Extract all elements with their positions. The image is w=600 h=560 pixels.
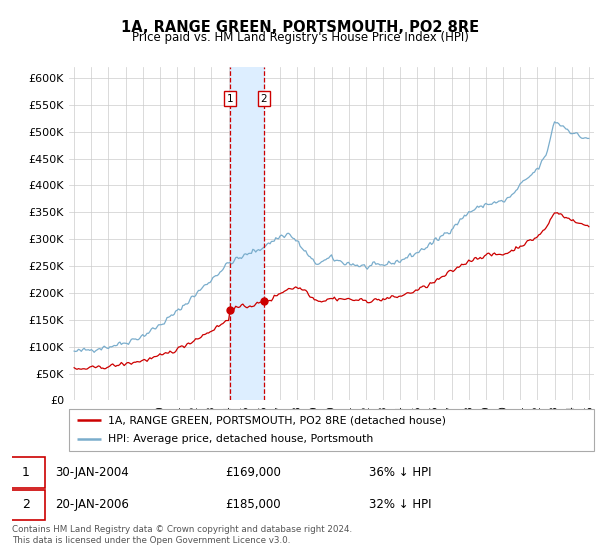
Text: 1: 1: [22, 466, 30, 479]
Bar: [230, 67, 264, 400]
FancyBboxPatch shape: [69, 409, 594, 451]
Text: 1A, RANGE GREEN, PORTSMOUTH, PO2 8RE: 1A, RANGE GREEN, PORTSMOUTH, PO2 8RE: [121, 20, 479, 35]
Text: 1A, RANGE GREEN, PORTSMOUTH, PO2 8RE (detached house): 1A, RANGE GREEN, PORTSMOUTH, PO2 8RE (de…: [109, 415, 446, 425]
Text: 1: 1: [227, 94, 233, 104]
Text: 20-JAN-2006: 20-JAN-2006: [55, 498, 129, 511]
FancyBboxPatch shape: [6, 489, 46, 520]
Text: £169,000: £169,000: [225, 466, 281, 479]
Text: 32% ↓ HPI: 32% ↓ HPI: [369, 498, 431, 511]
Text: 2: 2: [22, 498, 30, 511]
Text: Price paid vs. HM Land Registry's House Price Index (HPI): Price paid vs. HM Land Registry's House …: [131, 31, 469, 44]
Text: £185,000: £185,000: [225, 498, 281, 511]
Text: 36% ↓ HPI: 36% ↓ HPI: [369, 466, 431, 479]
Text: Contains HM Land Registry data © Crown copyright and database right 2024.
This d: Contains HM Land Registry data © Crown c…: [12, 525, 352, 545]
Text: 2: 2: [260, 94, 267, 104]
Text: 30-JAN-2004: 30-JAN-2004: [55, 466, 129, 479]
FancyBboxPatch shape: [6, 458, 46, 488]
Text: HPI: Average price, detached house, Portsmouth: HPI: Average price, detached house, Port…: [109, 435, 374, 445]
